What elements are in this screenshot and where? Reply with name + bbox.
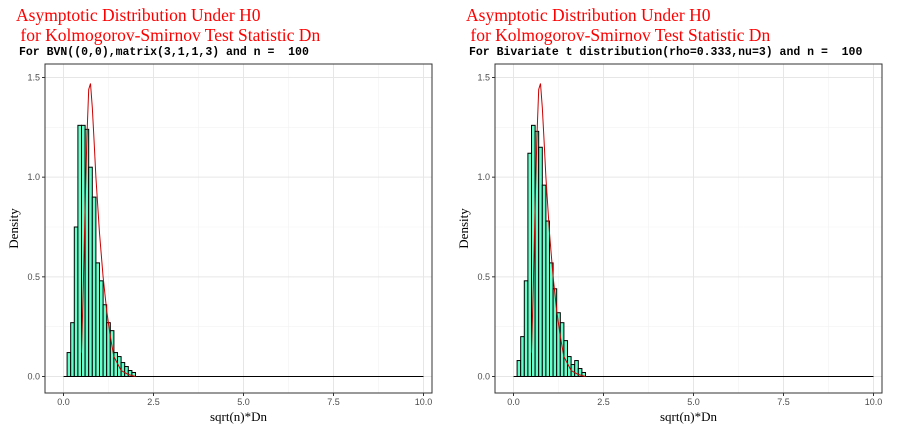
grid-lines [45, 64, 432, 393]
histogram-bar [559, 322, 565, 377]
y-tick-label: 1.0 [477, 172, 490, 182]
histogram-bar [538, 146, 543, 377]
y-axis-label: Density [456, 208, 471, 249]
histogram-bars [66, 124, 136, 378]
y-tick-label: 1.0 [27, 172, 40, 182]
histogram-bar [88, 166, 93, 377]
chart-title: Asymptotic Distribution Under H0 for Kol… [466, 5, 771, 45]
histogram-bar [113, 352, 119, 377]
y-tick-label: 0.0 [477, 372, 490, 382]
x-axis-label: sqrt(n)*Dn [660, 409, 718, 424]
histogram-bar [541, 184, 547, 377]
y-tick-label: 0.5 [27, 272, 40, 282]
chart-panel-right: Asymptotic Distribution Under H0 for Kol… [450, 0, 900, 432]
chart-panel-left: Asymptotic Distribution Under H0 for Kol… [6, 5, 433, 424]
panel-border [494, 63, 883, 394]
histogram-bar [84, 128, 90, 377]
chart-subtitle: For Bivariate t distribution(rho=0.333,n… [469, 46, 863, 59]
x-tick-label: 0.0 [57, 397, 70, 407]
histogram-bar [99, 280, 104, 378]
histogram-bar [66, 352, 72, 377]
histogram-bar [523, 280, 529, 378]
x-tick-label: 2.5 [147, 397, 160, 407]
x-tick-label: 5.0 [687, 397, 700, 407]
panel-border [44, 63, 433, 394]
histogram-bar [124, 366, 129, 377]
histogram-bar [73, 226, 79, 377]
density-curve [531, 83, 586, 377]
histogram-bar [77, 124, 83, 377]
histogram-bar [527, 152, 533, 377]
y-axis-label: Density [6, 208, 21, 249]
x-tick-label: 5.0 [237, 397, 250, 407]
density-curve [81, 83, 136, 377]
y-tick-label: 0.0 [27, 372, 40, 382]
histogram-plot: 0.0 2.5 5.0 7.5 10.0 0.0 0.5 1.0 1.5 sqrt(n)*Dn De… [456, 63, 883, 424]
histogram-bar [549, 262, 554, 378]
histogram-bar [516, 360, 522, 378]
histogram-bar [120, 362, 126, 377]
histogram-bar [520, 336, 525, 377]
x-tick-label: 2.5 [597, 397, 610, 407]
histogram-plot: 0.0 2.5 5.0 7.5 10.0 0.0 0.5 1.0 1.5 sqrt(n)*Dn De… [6, 63, 433, 424]
y-tick-label: 1.5 [27, 73, 40, 83]
chart-title: Asymptotic Distribution Under H0 for Kol… [16, 5, 321, 45]
y-tick-label: 1.5 [477, 73, 490, 83]
x-axis-label: sqrt(n)*Dn [210, 409, 268, 424]
histogram-bar [545, 220, 551, 377]
y-tick-label: 0.5 [477, 272, 490, 282]
histogram-bars [516, 124, 586, 378]
histogram-bar [95, 262, 101, 378]
x-tick-label: 10.0 [415, 397, 433, 407]
histogram-bar [102, 304, 108, 377]
histogram-bar [91, 196, 97, 377]
x-tick-label: 7.5 [327, 397, 340, 407]
histogram-bar [70, 322, 75, 377]
x-tick-label: 10.0 [865, 397, 883, 407]
x-tick-label: 7.5 [777, 397, 790, 407]
x-tick-label: 0.0 [507, 397, 520, 407]
chart-subtitle: For BVN((0,0),matrix(3,1,1,3) and n = 10… [19, 46, 309, 59]
